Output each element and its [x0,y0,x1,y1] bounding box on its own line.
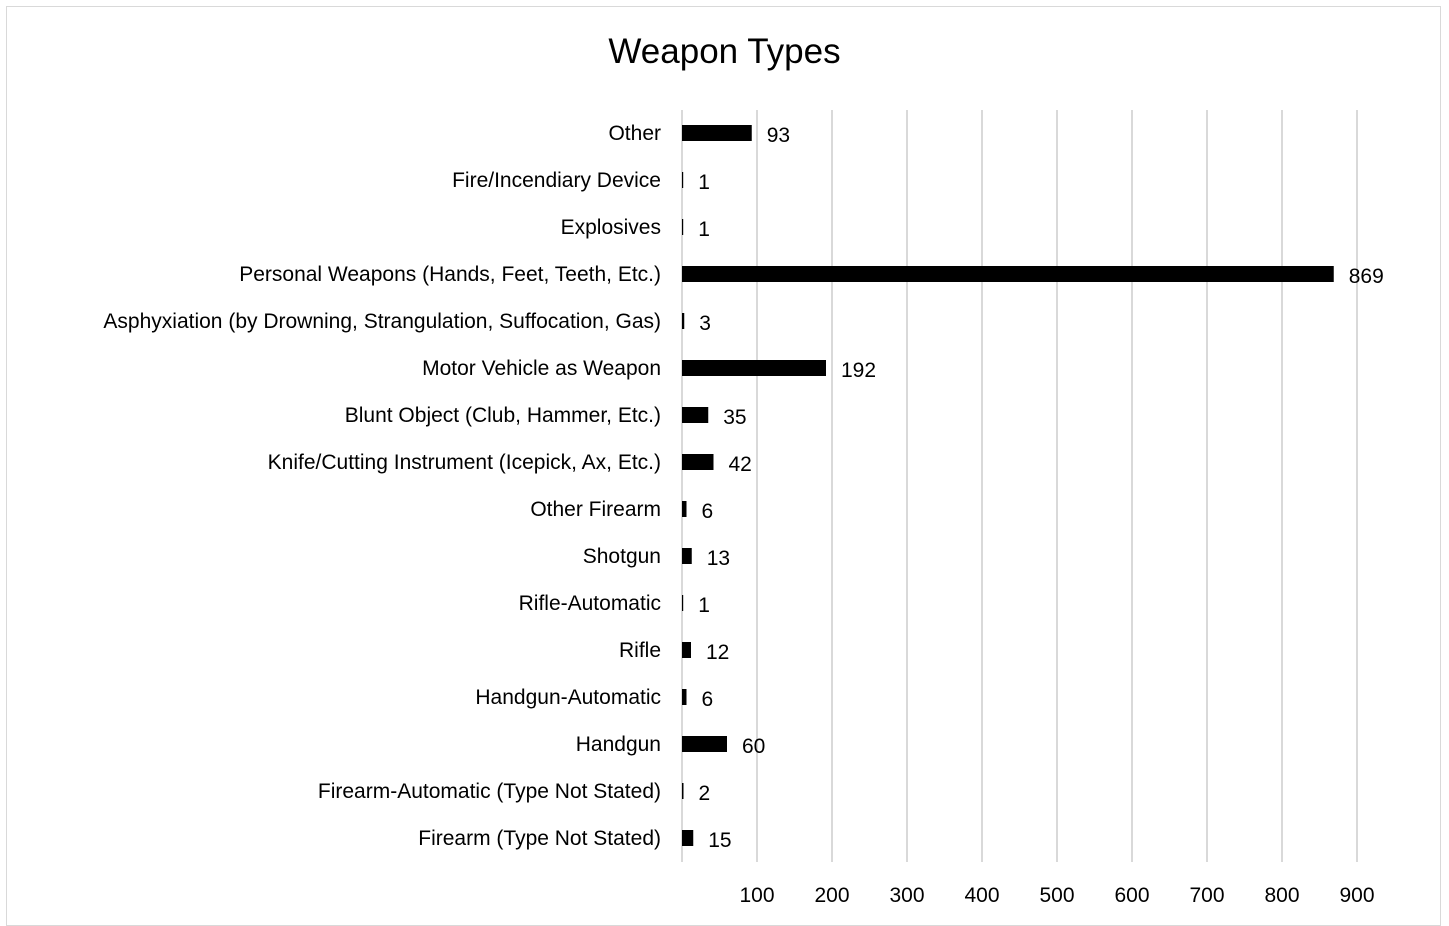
x-tick-label: 300 [889,884,924,907]
data-label: 2 [699,782,711,805]
bar [682,454,714,470]
category-label: Shotgun [583,545,661,568]
data-label: 192 [841,359,876,382]
data-label: 6 [702,688,714,711]
category-label: Firearm (Type Not Stated) [418,827,661,850]
category-label: Rifle-Automatic [519,592,661,615]
x-tick-label: 400 [964,884,999,907]
data-label: 1 [698,218,710,241]
bar [682,830,694,846]
category-label: Motor Vehicle as Weapon [422,357,661,380]
bar [682,783,684,799]
category-label: Other [608,122,661,145]
data-label: 6 [702,500,714,523]
bar [682,595,684,611]
category-label: Knife/Cutting Instrument (Icepick, Ax, E… [268,451,661,474]
data-label: 3 [699,312,711,335]
x-tick-label: 100 [739,884,774,907]
bar [682,642,691,658]
bar [682,548,692,564]
bar [682,313,685,329]
category-label: Explosives [561,216,661,239]
bar [682,736,727,752]
x-tick-label: 600 [1114,884,1149,907]
category-label: Fire/Incendiary Device [452,169,661,192]
data-label: 1 [698,594,710,617]
category-label: Handgun-Automatic [475,686,661,709]
bar [682,172,684,188]
category-label: Blunt Object (Club, Hammer, Etc.) [345,404,661,427]
bar [682,360,826,376]
data-label: 15 [708,829,731,852]
category-label: Firearm-Automatic (Type Not Stated) [318,780,661,803]
data-label: 13 [707,547,730,570]
bar [682,125,752,141]
chart-frame [6,6,1441,926]
x-tick-label: 900 [1339,884,1374,907]
x-tick-label: 200 [814,884,849,907]
category-label: Handgun [576,733,661,756]
category-label: Other Firearm [530,498,661,521]
data-label: 869 [1349,265,1384,288]
data-label: 12 [706,641,729,664]
chart-title: Weapon Types [608,32,841,71]
category-label: Asphyxiation (by Drowning, Strangulation… [103,310,661,333]
category-label: Rifle [619,639,661,662]
bar [682,407,709,423]
data-label: 1 [698,171,710,194]
x-tick-label: 800 [1264,884,1299,907]
x-tick-label: 500 [1039,884,1074,907]
category-label: Personal Weapons (Hands, Feet, Teeth, Et… [239,263,661,286]
data-label: 93 [767,124,790,147]
bar [682,689,687,705]
data-label: 60 [742,735,765,758]
data-label: 42 [729,453,752,476]
bar [682,501,687,517]
bar [682,266,1334,282]
bar [682,219,684,235]
data-label: 35 [723,406,746,429]
x-tick-label: 700 [1189,884,1224,907]
